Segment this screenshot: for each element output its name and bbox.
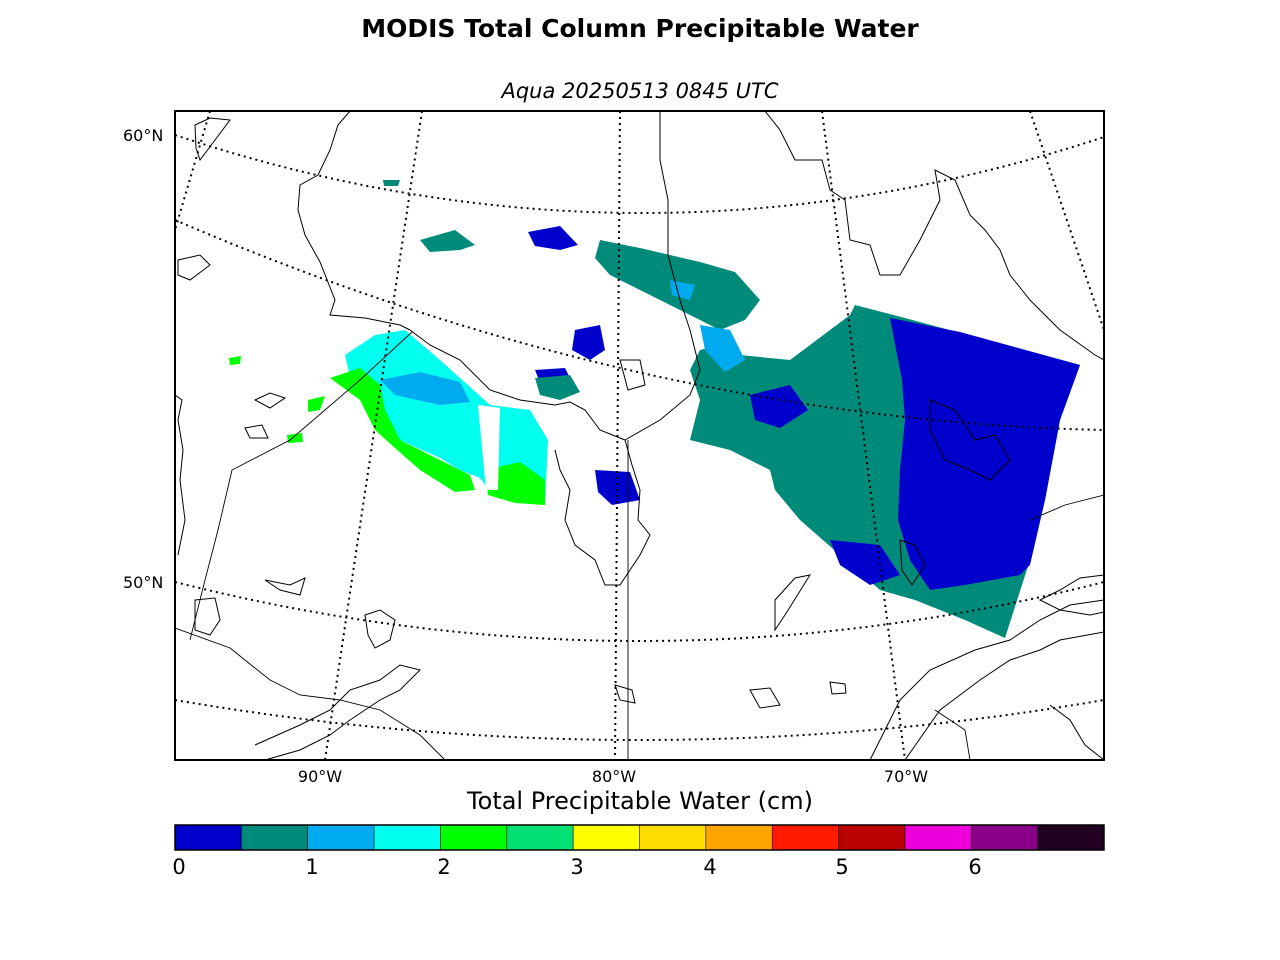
colorbar-tick-label: 0 <box>172 855 186 879</box>
tpw-region-blue-patch <box>528 226 578 250</box>
colorbar-segment <box>307 825 375 850</box>
colorbar-tick-label: 6 <box>968 855 982 879</box>
lon-label-70w: 70°W <box>883 767 929 786</box>
colorbar-segment <box>639 825 707 850</box>
colorbar-segment <box>440 825 508 850</box>
tpw-region-blue-patch <box>750 385 808 428</box>
colorbar-segment <box>705 825 773 850</box>
nfld-coast <box>1049 704 1104 760</box>
colorbar <box>175 825 1105 850</box>
lon-label-80w: 80°W <box>591 767 637 786</box>
st-lawrence-south-shore <box>904 631 1104 760</box>
hudson-bay-south-coast <box>409 329 626 441</box>
lat-label-50n: 50°N <box>123 573 164 592</box>
lake-small-1 <box>253 392 287 409</box>
colorbar-tick-label: 4 <box>703 855 717 879</box>
st-lawrence-north-shore <box>869 599 1104 760</box>
lake-mistassini <box>899 539 926 586</box>
hudson-bay-west-coast <box>297 111 411 331</box>
colorbar-segment <box>241 825 309 850</box>
ungava-coast <box>764 111 1104 361</box>
tpw-region-blue-east <box>890 318 1080 590</box>
colorbar-segment <box>772 825 840 850</box>
lake-woods <box>194 597 221 636</box>
manitoba-lake <box>175 394 186 556</box>
lake-small-7 <box>619 359 646 391</box>
colorbar-label: Total Precipitable Water (cm) <box>467 787 813 815</box>
tpw-region-teal-nw <box>420 230 475 252</box>
lake-superior <box>254 664 421 760</box>
lake-small-3 <box>264 577 306 596</box>
chart-title: MODIS Total Column Precipitable Water <box>361 14 919 43</box>
colorbar-segment <box>506 825 574 850</box>
tpw-region-green <box>287 433 303 443</box>
meridian-65w <box>1029 111 1104 331</box>
colorbar-tick-label: 1 <box>305 855 319 879</box>
tpw-region-green <box>308 396 325 412</box>
colorbar-segment <box>971 825 1039 850</box>
map-area <box>175 111 1104 760</box>
labrador-interior-lake <box>929 399 1011 481</box>
islands-nw <box>194 117 231 162</box>
lake-superior-isle <box>614 684 636 704</box>
tpw-region-green <box>330 368 475 492</box>
tpw-region-lightblue <box>700 325 745 372</box>
tpw-gap-white <box>478 405 500 490</box>
tpw-region-teal-central <box>535 375 580 400</box>
meridian-80w <box>614 111 621 760</box>
james-bay-coast <box>554 439 651 586</box>
meridian-95w <box>175 111 211 231</box>
parallel-60n <box>175 134 1104 214</box>
lake-small-4 <box>774 574 812 632</box>
chart-subtitle: Aqua 20250513 0845 UTC <box>501 79 779 103</box>
lake-small-5 <box>749 687 781 709</box>
coastlines <box>175 111 1104 760</box>
colorbar-segment <box>838 825 906 850</box>
colorbar-tick-label: 2 <box>437 855 451 879</box>
colorbar-tick-label: 5 <box>835 855 849 879</box>
meridian-70w <box>821 111 906 760</box>
colorbar-segment <box>175 825 242 850</box>
colorbar-segment <box>1037 825 1105 850</box>
lake-small-2 <box>244 424 269 439</box>
meridian-90w <box>324 111 423 760</box>
tpw-region-teal-nw <box>383 180 400 186</box>
tpw-region-lightblue-w <box>380 372 470 405</box>
tpw-region-green <box>485 462 545 505</box>
lake-nipigon <box>364 609 396 649</box>
tpw-region-green <box>229 356 241 365</box>
quebec-labrador-border <box>1029 494 1104 521</box>
manitoba-ontario-border <box>189 331 413 641</box>
lake-small-6 <box>829 681 847 695</box>
lat-label-60n: 60°N <box>123 126 164 145</box>
colorbar-segment <box>904 825 972 850</box>
graticule <box>175 111 1104 760</box>
gaspe-coast <box>1038 574 1104 616</box>
parallel-50n <box>175 581 1104 642</box>
tpw-region-blue-patch <box>595 470 640 505</box>
tpw-data-layer <box>229 180 1080 638</box>
colorbar-segment <box>573 825 640 850</box>
tpw-region-blue-patch <box>830 540 900 585</box>
hudson-bay-east-coast <box>624 111 701 441</box>
colorbar-frame <box>174 824 1105 851</box>
tpw-region-blue-patch <box>572 325 605 360</box>
colorbar-segment <box>374 825 441 850</box>
islands-west <box>177 254 211 281</box>
map-frame <box>174 110 1105 761</box>
us-border-east <box>934 709 971 760</box>
colorbar-tick-label: 3 <box>570 855 584 879</box>
lon-label-90w: 90°W <box>297 767 343 786</box>
parallel-55n <box>175 219 1104 431</box>
